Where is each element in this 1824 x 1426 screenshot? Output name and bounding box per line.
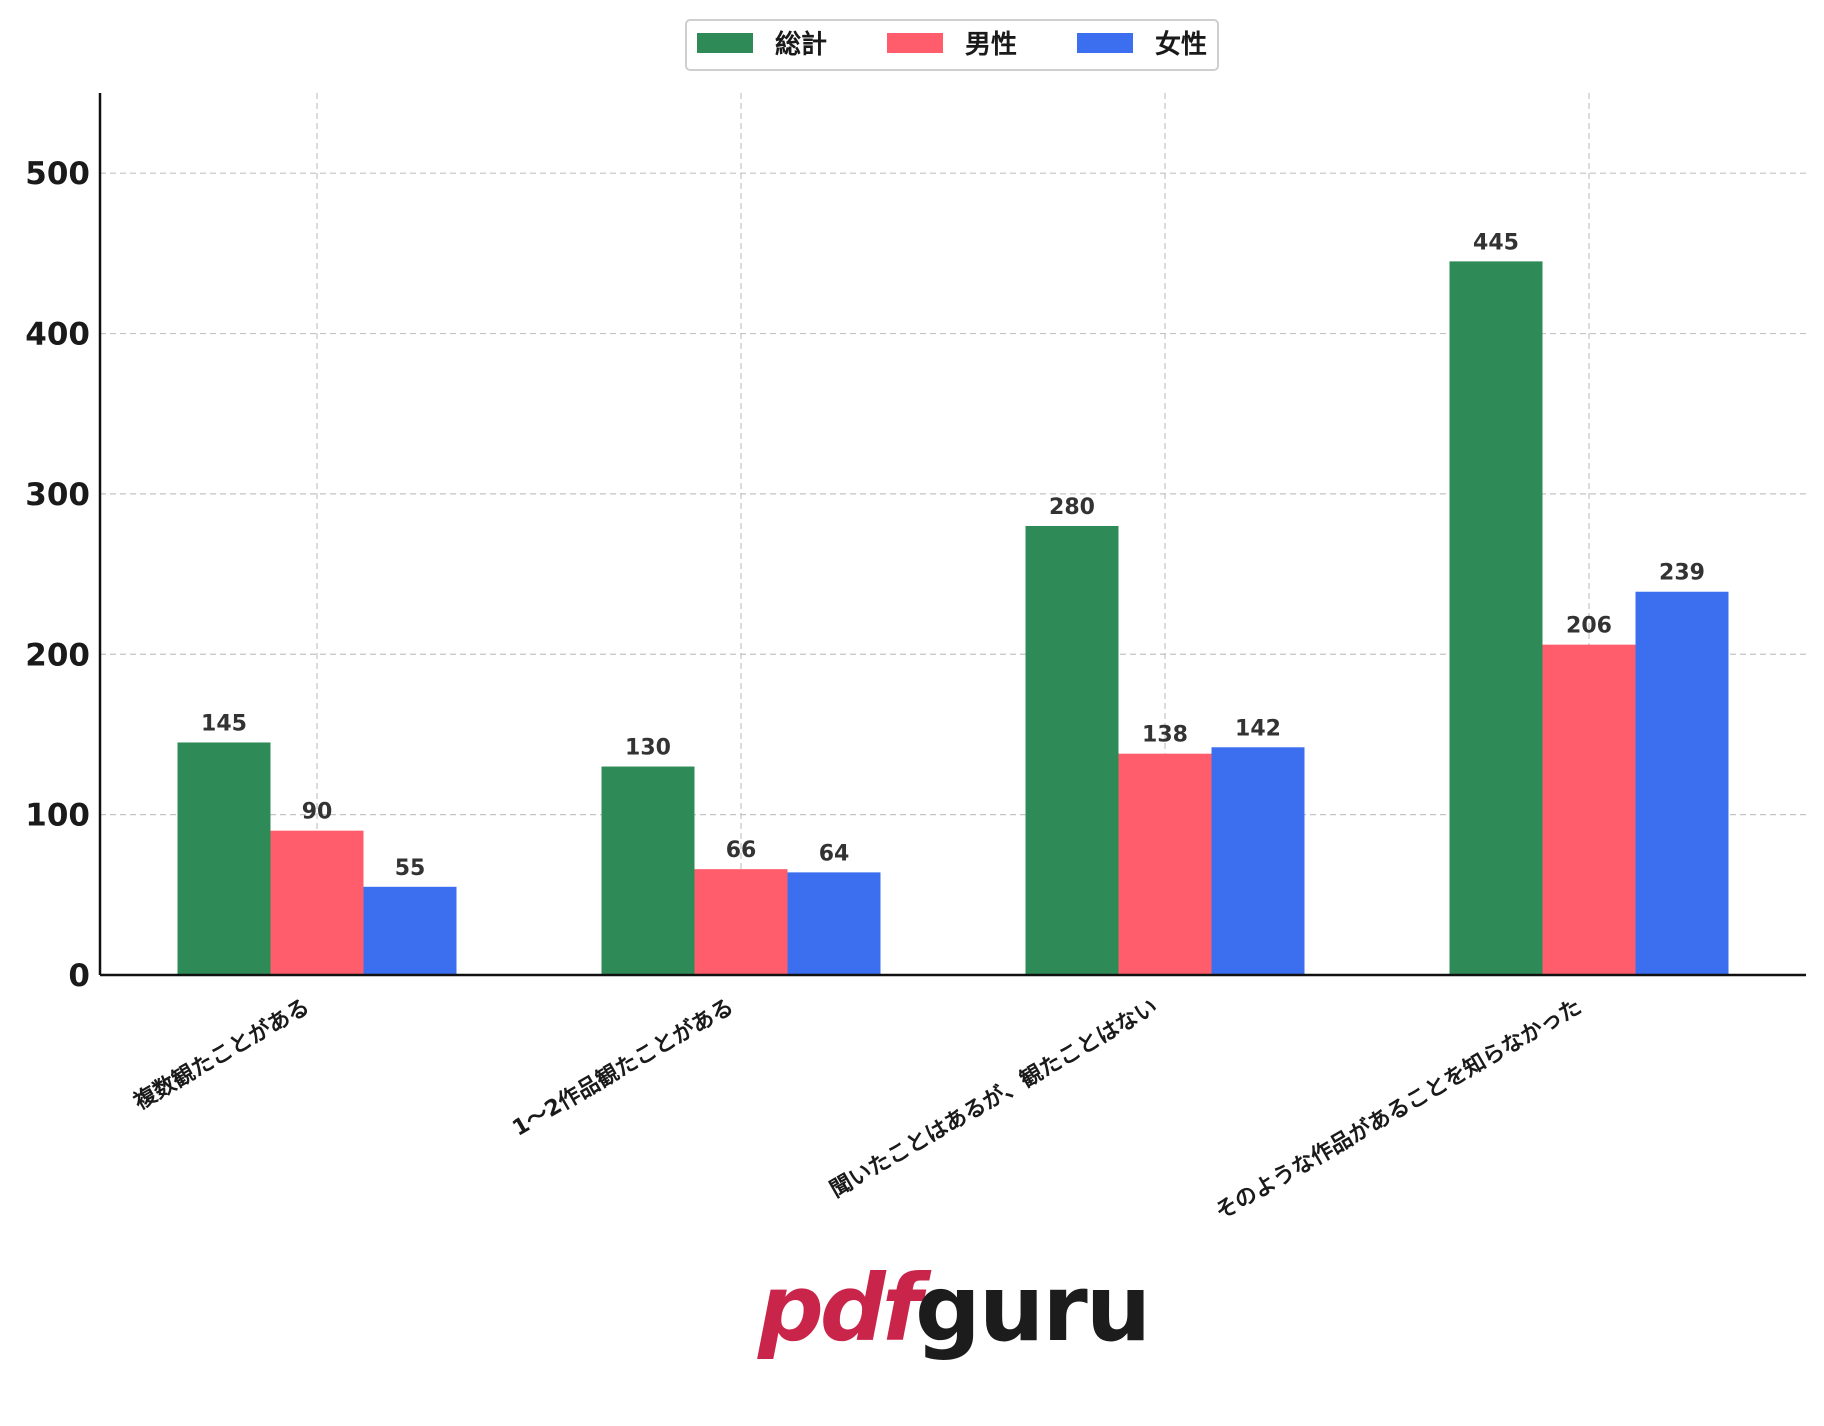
- value-label-series-2-cat-2: 142: [1235, 716, 1281, 741]
- value-label-series-0-cat-0: 145: [201, 711, 247, 736]
- legend-label-2: 女性: [1155, 29, 1207, 60]
- bar-series-2-cat-2: [1211, 747, 1305, 975]
- logo-text-guru: guru: [915, 1255, 1149, 1362]
- bar-series-2-cat-3: [1635, 591, 1729, 975]
- bar-series-1-cat-0: [270, 830, 364, 975]
- bar-series-0-cat-2: [1025, 525, 1119, 975]
- value-label-series-2-cat-1: 64: [819, 841, 850, 866]
- value-label-series-0-cat-2: 280: [1049, 495, 1095, 520]
- y-tick-label-100: 100: [25, 798, 90, 834]
- axes: [98, 93, 1806, 977]
- y-tick-label-0: 0: [68, 958, 90, 994]
- bar-series-0-cat-1: [601, 766, 695, 975]
- bar-series-2-cat-1: [787, 872, 881, 975]
- bar-series-0-cat-0: [177, 742, 271, 975]
- value-label-series-2-cat-0: 55: [395, 856, 426, 881]
- legend-swatch-0: [697, 33, 753, 53]
- value-label-series-1-cat-0: 90: [302, 800, 333, 825]
- bar-series-1-cat-3: [1542, 644, 1636, 975]
- value-label-series-0-cat-3: 445: [1473, 230, 1519, 255]
- pdfguru-logo: pdf guru: [757, 1255, 1151, 1362]
- grid-lines: [100, 93, 1806, 975]
- x-tick-label-1: 1〜2作品観たことがある: [508, 994, 738, 1142]
- y-tick-label-500: 500: [25, 156, 90, 192]
- y-tick-label-200: 200: [25, 637, 90, 673]
- value-label-series-0-cat-1: 130: [625, 736, 671, 761]
- value-label-series-1-cat-2: 138: [1142, 723, 1188, 748]
- x-tick-label-0: 複数観たことがある: [130, 994, 314, 1116]
- legend-label-1: 男性: [965, 30, 1017, 60]
- legend-swatch-1: [887, 33, 943, 53]
- value-labels: 145 130 280 445 90 66 138 206 55 64 142 239: [201, 230, 1705, 880]
- x-tick-label-2: 聞いたことはあるが、観たことはない: [825, 994, 1162, 1203]
- y-tick-labels: 0 100 200 300 400 500: [25, 156, 90, 994]
- bars: [177, 261, 1729, 975]
- bar-series-0-cat-3: [1449, 261, 1543, 975]
- x-tick-label-3: そのような作品があることを知らなかった: [1211, 994, 1586, 1226]
- legend-swatch-2: [1077, 33, 1133, 53]
- logo-text-pdf: pdf: [757, 1255, 932, 1362]
- y-tick-label-300: 300: [25, 477, 90, 513]
- bar-series-1-cat-1: [694, 869, 788, 975]
- value-label-series-2-cat-3: 239: [1659, 561, 1705, 586]
- value-label-series-1-cat-1: 66: [726, 838, 757, 863]
- value-label-series-1-cat-3: 206: [1566, 614, 1612, 639]
- y-tick-label-400: 400: [25, 317, 90, 353]
- legend-label-0: 総計: [775, 29, 827, 60]
- bar-series-2-cat-0: [363, 886, 457, 975]
- bar-series-1-cat-2: [1118, 753, 1212, 975]
- legend-frame: [685, 19, 1219, 71]
- x-tick-labels: 複数観たことがある 1〜2作品観たことがある 聞いたことはあるが、観たことはない その…: [130, 994, 1586, 1226]
- legend: 総計 男性 女性: [685, 19, 1219, 71]
